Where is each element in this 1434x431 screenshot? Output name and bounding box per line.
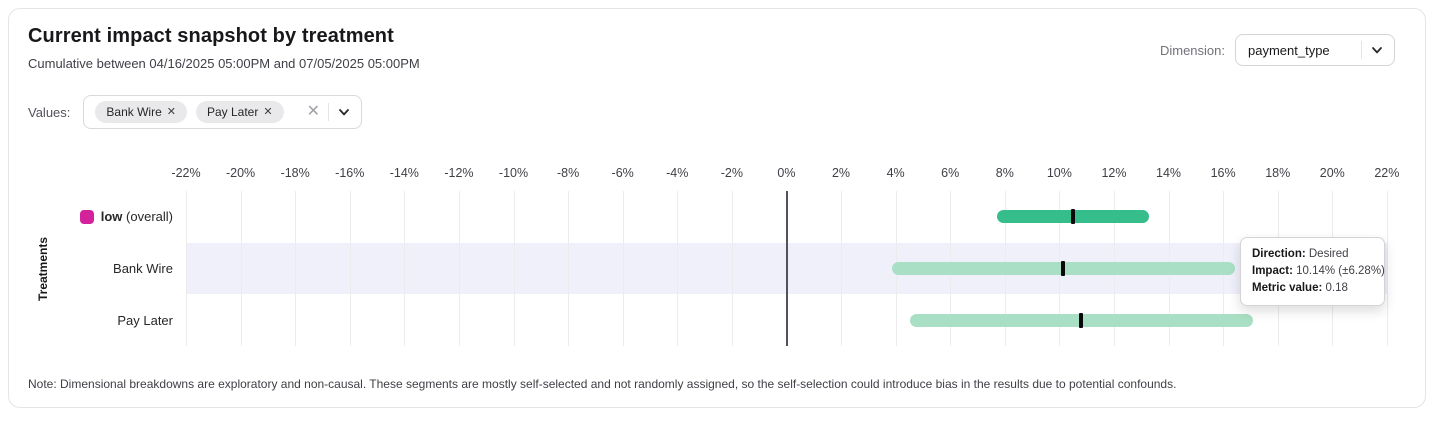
x-tick-label: -14% bbox=[389, 166, 419, 180]
gridline bbox=[295, 191, 297, 346]
treatment-name: low (overall) bbox=[100, 209, 173, 225]
page-title: Current impact snapshot by treatment bbox=[28, 25, 394, 47]
date-range-subtitle: Cumulative between 04/16/2025 05:00PM an… bbox=[28, 56, 420, 71]
impact-point-marker bbox=[1061, 261, 1066, 276]
x-tick-label: 0% bbox=[777, 166, 796, 180]
plot-area: -22% -20% -18% -16% -14% -12% -10% -8% -6% -4% -2%… bbox=[171, 159, 1421, 354]
treatment-row-label: low (overall) bbox=[9, 191, 173, 243]
treatment-name: Bank Wire bbox=[113, 260, 173, 276]
chip-remove-icon[interactable]: ✕ bbox=[166, 105, 176, 118]
tooltip-impact: Impact: 10.14% (±6.28%) bbox=[1252, 265, 1385, 277]
chip-label: Bank Wire bbox=[106, 105, 162, 119]
x-tick-label: 10% bbox=[1046, 166, 1072, 180]
chip-list: Bank Wire ✕ Pay Later ✕ bbox=[95, 101, 292, 123]
chevron-down-icon[interactable] bbox=[1370, 43, 1384, 57]
x-tick-label: 8% bbox=[995, 166, 1014, 180]
values-label: Values: bbox=[28, 104, 71, 120]
filter-chip[interactable]: Bank Wire ✕ bbox=[95, 101, 187, 123]
clear-all-icon[interactable]: ✕ bbox=[306, 103, 320, 120]
x-tick-label: 12% bbox=[1101, 166, 1127, 180]
x-tick-label: -18% bbox=[280, 166, 310, 180]
dimension-label: Dimension: bbox=[1159, 42, 1225, 58]
x-tick-label: 14% bbox=[1156, 166, 1182, 180]
gridline bbox=[186, 191, 187, 346]
x-tick-label: 18% bbox=[1265, 166, 1291, 180]
x-tick-label: -22% bbox=[171, 166, 201, 180]
legend-swatch bbox=[79, 209, 94, 224]
x-tick-label: -20% bbox=[225, 166, 256, 180]
divider bbox=[327, 103, 329, 121]
x-tick-label: -10% bbox=[498, 166, 529, 180]
x-tick-label: 2% bbox=[831, 166, 851, 180]
gridline bbox=[240, 191, 242, 346]
x-tick-label: 4% bbox=[886, 166, 905, 180]
x-tick-label: 20% bbox=[1319, 166, 1345, 180]
dimension-control: Dimension: payment_type bbox=[1160, 34, 1395, 66]
impact-point-marker bbox=[1079, 312, 1084, 328]
values-filter: Values: Bank Wire ✕ Pay Later ✕ ✕ bbox=[28, 95, 362, 129]
x-tick-label: 22% bbox=[1374, 166, 1400, 180]
tooltip: Direction: Desired Impact: 10.14% (±6.28… bbox=[1240, 237, 1385, 306]
gridline bbox=[622, 191, 624, 346]
x-tick-label: -16% bbox=[335, 166, 365, 180]
chevron-down-icon[interactable] bbox=[337, 105, 351, 119]
treatment-row-label: Pay Later bbox=[9, 294, 173, 346]
filter-chip[interactable]: Pay Later ✕ bbox=[195, 101, 284, 123]
x-tick-label: 6% bbox=[941, 166, 960, 180]
disclaimer-note: Note: Dimensional breakdowns are explora… bbox=[28, 377, 1177, 391]
zero-axis-line bbox=[786, 191, 788, 346]
x-tick-label: -6% bbox=[611, 166, 634, 180]
x-tick-label: -12% bbox=[444, 166, 474, 180]
gridline bbox=[404, 191, 406, 346]
chip-remove-icon[interactable]: ✕ bbox=[263, 105, 273, 118]
gridline bbox=[458, 191, 460, 346]
chip-label: Pay Later bbox=[206, 105, 259, 119]
dimension-selected-value: payment_type bbox=[1248, 42, 1330, 58]
treatment-row-label: Bank Wire bbox=[9, 243, 173, 295]
x-tick-label: 16% bbox=[1210, 166, 1236, 180]
gridline bbox=[349, 191, 351, 346]
gridline bbox=[677, 191, 679, 346]
treatment-name: Pay Later bbox=[117, 312, 173, 328]
x-tick-label: -8% bbox=[556, 166, 580, 180]
gridline bbox=[513, 191, 515, 346]
x-tick-label: -4% bbox=[666, 166, 689, 180]
divider bbox=[1361, 41, 1362, 59]
gridline bbox=[841, 191, 843, 346]
values-multiselect[interactable]: Bank Wire ✕ Pay Later ✕ ✕ bbox=[83, 95, 362, 129]
impact-chart: Treatments -22% -20% -18% -16% -14% -12% -10% -… bbox=[9, 159, 1425, 354]
tooltip-direction: Direction: Desired bbox=[1252, 248, 1349, 260]
x-tick-label: -2% bbox=[720, 166, 743, 180]
impact-snapshot-card: Current impact snapshot by treatment Cum… bbox=[8, 8, 1426, 408]
dimension-select[interactable]: payment_type bbox=[1235, 34, 1395, 66]
gridline bbox=[568, 191, 570, 346]
gridline bbox=[1386, 191, 1388, 346]
impact-point-marker bbox=[1071, 209, 1076, 225]
gridline bbox=[731, 191, 733, 346]
tooltip-metric: Metric value: 0.18 bbox=[1252, 282, 1348, 294]
